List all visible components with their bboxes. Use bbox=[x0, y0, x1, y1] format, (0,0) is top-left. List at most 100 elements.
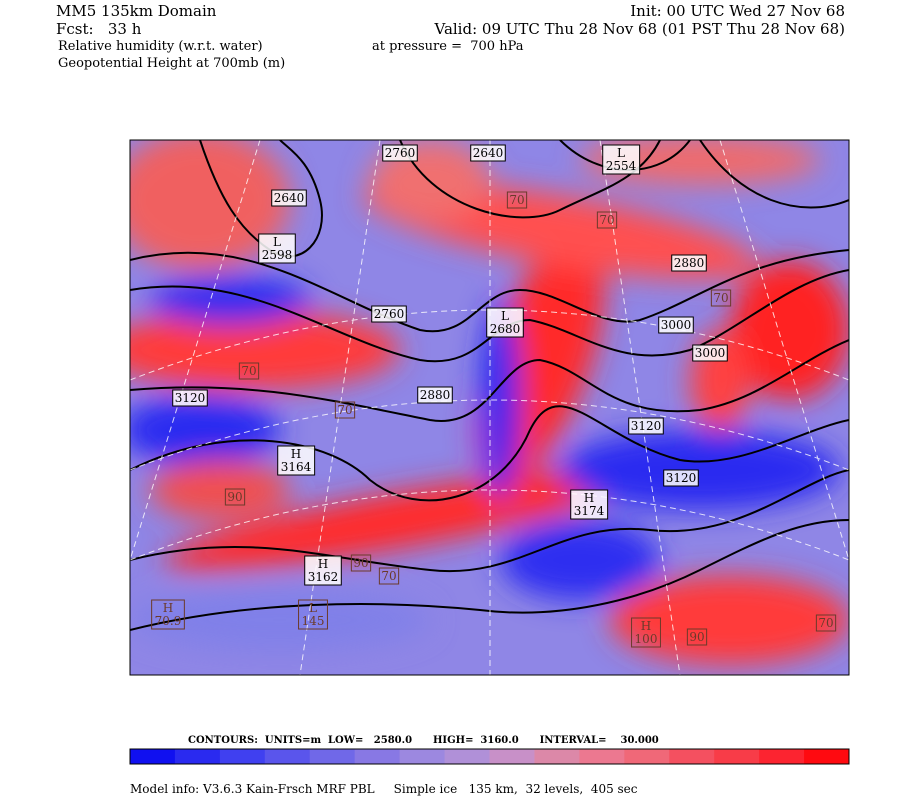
color-bar-cell bbox=[624, 749, 670, 764]
center-value: 3174 bbox=[574, 504, 605, 518]
humidity-label: 70 bbox=[713, 291, 728, 305]
contour-label: 2880 bbox=[674, 256, 705, 270]
center-box bbox=[304, 555, 342, 586]
center-box bbox=[602, 144, 641, 175]
center-symbol: L bbox=[273, 235, 281, 249]
model-info: Model info: V3.6.3 Kain-Frsch MRF PBL Si… bbox=[130, 782, 638, 796]
color-bar-cell bbox=[714, 749, 760, 764]
humidity-label-box bbox=[378, 567, 400, 585]
humidity-label-box bbox=[596, 211, 618, 229]
contour-label: 2880 bbox=[420, 388, 451, 402]
contour-label-box bbox=[271, 189, 307, 207]
center-symbol: H bbox=[318, 557, 328, 571]
contour-label-box bbox=[417, 386, 453, 404]
contour-label: 2640 bbox=[274, 191, 305, 205]
humidity-label: 70 bbox=[818, 616, 833, 630]
center-value: 2680 bbox=[490, 322, 521, 336]
valid-time: Valid: 09 UTC Thu 28 Nov 68 (01 PST Thu … bbox=[433, 20, 845, 38]
contour-info: CONTOURS: UNITS=m LOW= 2580.0 HIGH= 3160… bbox=[188, 735, 659, 746]
center-box bbox=[298, 599, 328, 630]
center-box bbox=[570, 489, 609, 520]
humidity-label-box bbox=[334, 401, 356, 419]
center-symbol: H bbox=[641, 619, 651, 633]
color-bar-cell bbox=[130, 749, 176, 764]
humidity-label: 70 bbox=[241, 364, 256, 378]
center-symbol: H bbox=[584, 491, 594, 505]
humidity-label: 70 bbox=[337, 403, 352, 417]
color-bar-cell bbox=[309, 749, 356, 764]
color-bar-cell bbox=[759, 749, 805, 764]
color-bar-cell bbox=[444, 749, 490, 764]
humidity-label-box bbox=[350, 554, 372, 572]
center-value: 70.9 bbox=[155, 614, 182, 628]
humidity-label: 90 bbox=[689, 630, 704, 644]
humidity-label-box bbox=[224, 488, 246, 506]
center-box bbox=[631, 617, 661, 648]
color-bar-frame bbox=[129, 748, 850, 765]
forecast-hour: Fcst: 33 h bbox=[56, 20, 142, 38]
center-value: 100 bbox=[635, 632, 658, 646]
center-value: 3162 bbox=[308, 570, 339, 584]
center-value: 3164 bbox=[281, 460, 312, 474]
contour-label: 3120 bbox=[631, 419, 662, 433]
contour-label-box bbox=[470, 144, 506, 162]
center-box bbox=[486, 307, 524, 338]
humidity-label: 70 bbox=[509, 193, 524, 207]
center-value: 145 bbox=[302, 614, 325, 628]
center-box bbox=[277, 445, 316, 476]
center-symbol: H bbox=[163, 601, 173, 615]
contour-label: 3000 bbox=[695, 346, 726, 360]
color-bar bbox=[129, 748, 850, 765]
init-time: Init: 00 UTC Wed 27 Nov 68 bbox=[630, 2, 845, 20]
contour-label-box bbox=[628, 417, 664, 435]
center-symbol: L bbox=[617, 146, 625, 160]
contour-label-box bbox=[663, 469, 699, 487]
color-bar-cell bbox=[804, 749, 850, 764]
humidity-label-box bbox=[506, 191, 528, 209]
pressure-level: at pressure = 700 hPa bbox=[372, 39, 524, 54]
contour-label-box bbox=[172, 389, 208, 407]
color-bar-cell bbox=[579, 749, 625, 764]
center-symbol: L bbox=[309, 601, 317, 615]
lat-lon-grid bbox=[130, 140, 849, 675]
center-box bbox=[258, 233, 296, 264]
map-frame bbox=[129, 139, 850, 676]
contour-label-box bbox=[371, 305, 407, 323]
contour-label: 3120 bbox=[666, 471, 697, 485]
color-bar-cell bbox=[534, 749, 580, 764]
contour-label: 2760 bbox=[385, 146, 416, 160]
humidity-label: 90 bbox=[353, 556, 368, 570]
humidity-label-box bbox=[686, 628, 708, 646]
color-bar-cell bbox=[219, 749, 266, 764]
contour-label-box bbox=[692, 344, 728, 362]
map bbox=[130, 140, 849, 675]
humidity-label: 70 bbox=[599, 213, 614, 227]
contour-label: 2640 bbox=[473, 146, 504, 160]
color-bar-cell bbox=[489, 749, 535, 764]
color-bar-cell bbox=[669, 749, 715, 764]
center-symbol: L bbox=[501, 309, 509, 323]
center-symbol: H bbox=[291, 447, 301, 461]
humidity-label-box bbox=[710, 289, 732, 307]
field-name: Geopotential Height at 700mb (m) bbox=[58, 56, 285, 71]
field-name: Relative humidity (w.r.t. water) bbox=[58, 39, 263, 54]
pressure-center: H70.9 bbox=[151, 599, 185, 630]
contour-label-box bbox=[382, 144, 418, 162]
color-bar-cell bbox=[174, 749, 221, 764]
contour-label-box bbox=[671, 254, 707, 272]
contour-label: 2760 bbox=[374, 307, 405, 321]
contour-label-box bbox=[658, 316, 694, 334]
center-value: 2598 bbox=[262, 248, 293, 262]
domain-title: MM5 135km Domain bbox=[56, 2, 217, 20]
contour-label: 3120 bbox=[175, 391, 206, 405]
humidity-label-box bbox=[238, 362, 260, 380]
